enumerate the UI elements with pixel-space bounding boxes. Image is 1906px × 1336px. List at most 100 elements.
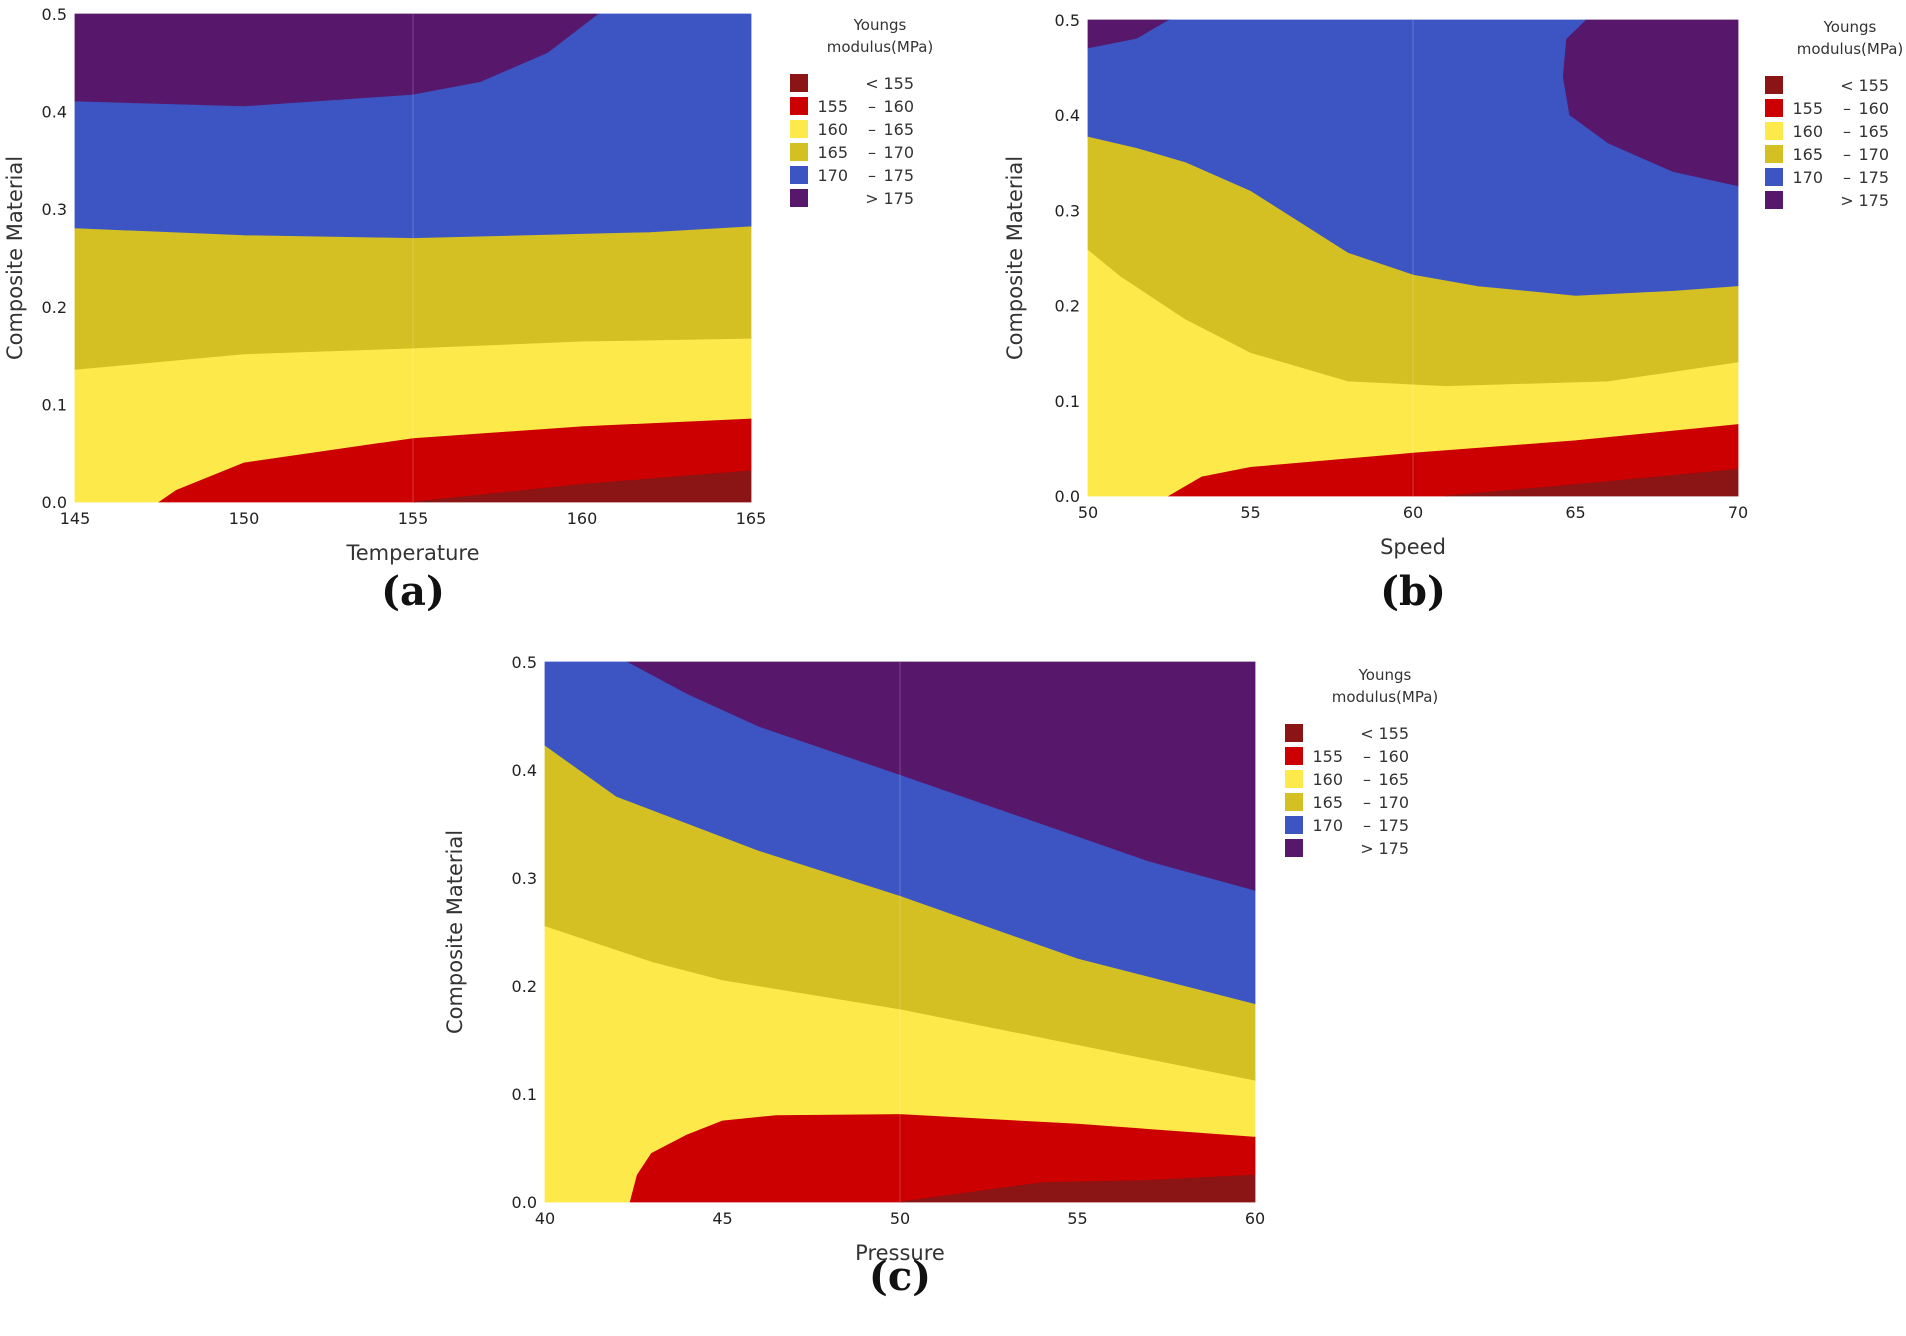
y-axis-title: Composite Material [1003,156,1027,360]
legend-low-label: 170 [1792,168,1823,187]
legend-swatch [1285,839,1303,857]
contour-region-155 [899,1174,1256,1203]
legend-low-label: 160 [817,120,848,139]
y-axis-title: Composite Material [3,156,27,360]
legend-low-label: 155 [817,97,848,116]
legend-high-label: 155 [1858,76,1889,95]
legend-high-label: 175 [1378,816,1409,835]
y-tick-label: 0.5 [1055,11,1080,30]
legend-separator: – [1363,793,1371,812]
y-tick-label: 0.4 [42,103,67,122]
y-tick-label: 0.2 [42,298,67,317]
legend-high-label: 170 [1378,793,1409,812]
legend-swatch [1765,122,1783,140]
legend-swatch [790,143,808,161]
legend-separator: < [1360,724,1373,743]
x-axis-title: Temperature [345,541,479,565]
x-tick-label: 70 [1728,503,1748,522]
legend-separator: – [868,97,876,116]
legend-separator: – [868,166,876,185]
y-tick-label: 0.0 [512,1193,537,1212]
x-tick-label: 145 [60,509,91,528]
legend-swatch [790,97,808,115]
legend-swatch [1765,76,1783,94]
panel-caption: (b) [1380,568,1446,615]
x-tick-label: 150 [229,509,260,528]
legend-low-label: 165 [1792,145,1823,164]
legend-high-label: 170 [883,143,914,162]
y-tick-label: 0.0 [1055,487,1080,506]
legend-separator: – [1363,747,1371,766]
legend-high-label: 160 [1378,747,1409,766]
x-tick-label: 155 [398,509,429,528]
y-tick-labels: 0.0 0.1 0.2 0.3 0.4 0.5 [1055,11,1080,506]
y-tick-labels: 0.0 0.1 0.2 0.3 0.4 0.5 [512,653,537,1212]
x-tick-label: 45 [712,1209,732,1228]
contour-region-155 [412,470,752,503]
legend-swatch [1765,168,1783,186]
panel-caption: (a) [381,568,445,615]
x-tick-label: 60 [1403,503,1423,522]
x-tick-labels: 40 45 50 55 60 [535,1209,1265,1228]
x-tick-labels: 145 150 155 160 165 [60,509,767,528]
legend-low-label: 165 [1312,793,1343,812]
legend-high-label: 160 [883,97,914,116]
x-tick-label: 165 [736,509,767,528]
y-tick-label: 0.3 [1055,201,1080,220]
legend-swatch [1285,793,1303,811]
y-tick-label: 0.5 [512,653,537,672]
legend-high-label: 175 [883,166,914,185]
legend-low-label: 165 [817,143,848,162]
legend: Youngs modulus(MPa) <155155–160160–16516… [1285,666,1438,858]
legend-high-label: 170 [1858,145,1889,164]
legend-swatch [1285,724,1303,742]
legend: Youngs modulus(MPa) <155155–160160–16516… [1765,18,1903,210]
legend-high-label: 175 [1858,168,1889,187]
x-tick-label: 60 [1245,1209,1265,1228]
contour-chart-a: 145 150 155 160 165 0.0 0.1 0.2 0.3 0.4 0.5 Tempe… [3,5,933,615]
contour-chart-c: 40 45 50 55 60 0.0 0.1 0.2 0.3 0.4 0.5 Pressure C… [443,653,1438,1300]
legend-swatch [1285,816,1303,834]
legend-separator: – [1843,168,1851,187]
y-tick-label: 0.3 [42,200,67,219]
x-tick-label: 40 [535,1209,555,1228]
y-tick-label: 0.2 [512,977,537,996]
contour-regions [74,13,752,503]
legend-separator: – [1843,145,1851,164]
legend-high-label: 155 [1378,724,1409,743]
x-tick-label: 160 [567,509,598,528]
legend-separator: > [1360,839,1373,858]
legend-swatch [1285,770,1303,788]
contour-region-155 [1445,468,1739,497]
legend-swatch [1765,191,1783,209]
legend-separator: < [865,74,878,93]
legend-swatch [790,120,808,138]
legend-separator: – [868,120,876,139]
x-tick-label: 50 [890,1209,910,1228]
legend-low-label: 155 [1792,99,1823,118]
legend-low-label: 160 [1792,122,1823,141]
legend: Youngs modulus(MPa) <155155–160160–16516… [790,16,933,208]
legend-separator: – [1843,99,1851,118]
legend-separator: – [868,143,876,162]
legend-title-line2: modulus(MPa) [1797,40,1904,58]
x-axis-title: Speed [1380,535,1446,559]
legend-swatch [790,166,808,184]
legend-high-label: 160 [1858,99,1889,118]
legend-low-label: 155 [1312,747,1343,766]
panel-caption: (c) [869,1253,931,1300]
y-tick-label: 0.5 [42,5,67,24]
y-tick-label: 0.4 [512,761,537,780]
legend-separator: < [1840,76,1853,95]
legend-low-label: 170 [817,166,848,185]
x-tick-label: 55 [1067,1209,1087,1228]
y-tick-label: 0.2 [1055,297,1080,316]
legend-high-label: 175 [883,189,914,208]
legend-title-line2: modulus(MPa) [827,38,934,56]
y-tick-label: 0.0 [42,493,67,512]
legend-high-label: 175 [1858,191,1889,210]
legend-swatch [1285,747,1303,765]
contour-chart-b: 50 55 60 65 70 0.0 0.1 0.2 0.3 0.4 0.5 Speed Comp… [1003,11,1903,615]
